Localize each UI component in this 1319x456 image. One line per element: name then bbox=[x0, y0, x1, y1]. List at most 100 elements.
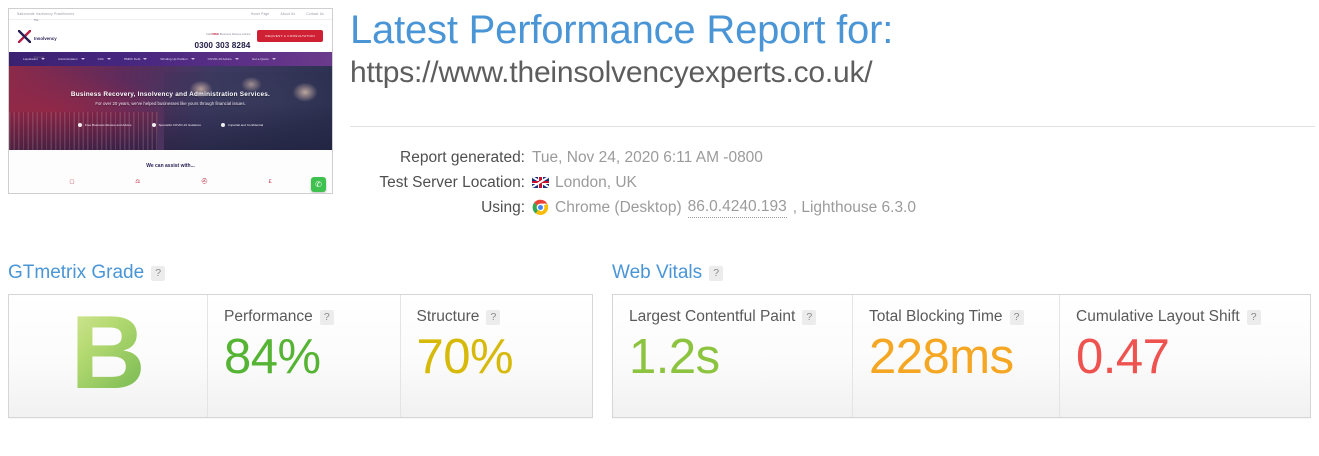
phone-number: 0300 303 8284 bbox=[194, 40, 251, 50]
chevron-down-icon bbox=[80, 58, 85, 60]
cell-label: Structure bbox=[416, 308, 480, 325]
lcp-label-row: Largest Contentful Paint ? bbox=[629, 308, 836, 326]
meta-value-text: London, UK bbox=[555, 173, 637, 191]
tbt-label-row: Total Blocking Time ? bbox=[869, 308, 1043, 326]
meta-row-server-location: Test Server Location: London, UK bbox=[350, 170, 916, 195]
phone-sub-free: FREE bbox=[211, 32, 219, 37]
lcp-value: 1.2s bbox=[629, 330, 720, 384]
tbt-value: 228ms bbox=[869, 330, 1014, 384]
thumbnail-nav-item: Winding Up Petition bbox=[160, 57, 195, 61]
cls-value: 0.47 bbox=[1076, 330, 1170, 384]
meta-value: Chrome (Desktop) 86.0.4240.193 , Lighthous… bbox=[532, 198, 916, 218]
cell-label: Total Blocking Time bbox=[869, 308, 1003, 325]
web-vitals-title: Web Vitals ? bbox=[612, 262, 1311, 284]
assist-heading: We can assist with... bbox=[146, 163, 195, 169]
nav-label: HMRC Debt bbox=[123, 57, 141, 61]
hero-bullet: Specialist COVID-19 Guidance bbox=[151, 123, 202, 127]
thumbnail-hero: Business Recovery, Insolvency and Admini… bbox=[9, 66, 332, 150]
gtmetrix-grade-panel-wrap: B Performance ? 84% Structure ? 70% bbox=[8, 294, 593, 418]
thumbnail-header-right: Call FREE Business Rescue Advice 0300 30… bbox=[194, 21, 323, 50]
performance-value: 84% bbox=[224, 330, 321, 384]
assist-item-icon: £ bbox=[268, 179, 272, 185]
thumbnail-nav-item: Administration bbox=[58, 57, 85, 61]
header-divider bbox=[350, 126, 1315, 127]
chevron-down-icon bbox=[143, 58, 148, 60]
hero-subheading: For over 20 years, we've helped business… bbox=[95, 101, 246, 106]
thumbnail-topnav-item: About Us bbox=[280, 12, 296, 16]
meta-value-text: Tue, Nov 24, 2020 6:11 AM -0800 bbox=[532, 148, 763, 166]
gtmetrix-grade-title: GTmetrix Grade ? bbox=[8, 262, 593, 284]
help-icon[interactable]: ? bbox=[1246, 309, 1261, 325]
help-icon[interactable]: ? bbox=[151, 265, 166, 281]
uk-flag-icon bbox=[532, 177, 549, 188]
hero-bullet: Free Business Review and Advice bbox=[77, 123, 132, 127]
chevron-down-icon bbox=[106, 58, 111, 60]
nav-label: Get a Quote bbox=[251, 57, 269, 61]
thumbnail-topnav: Home Page About Us Contact Us bbox=[251, 12, 324, 16]
thumbnail-nav-item: CVA bbox=[98, 57, 111, 61]
meta-label: Test Server Location: bbox=[379, 173, 525, 191]
nav-label: CVA bbox=[97, 57, 104, 61]
cls-label-row: Cumulative Layout Shift ? bbox=[1076, 308, 1294, 326]
logo-line-1: The bbox=[34, 19, 39, 23]
performance-cell: Performance ? 84% bbox=[207, 295, 400, 417]
help-icon[interactable]: ? bbox=[709, 265, 724, 281]
performance-label-row: Performance ? bbox=[224, 308, 384, 326]
thumbnail-assist-section: We can assist with... ▢ ⚖ ⛑ £ ✆ bbox=[9, 150, 332, 193]
hero-background-people bbox=[164, 72, 332, 150]
whatsapp-phone-icon: ✆ bbox=[311, 177, 326, 192]
cell-label: Performance bbox=[224, 308, 313, 325]
nav-label: Winding Up Petition bbox=[160, 57, 188, 61]
logo-line-3: Experts bbox=[34, 55, 45, 60]
phone-sub-post: Business Rescue Advice bbox=[219, 32, 251, 37]
bullet-dot-icon bbox=[221, 123, 226, 127]
thumbnail-topnav-item: Contact Us bbox=[306, 12, 324, 16]
meta-label: Using: bbox=[481, 198, 525, 216]
help-icon[interactable]: ? bbox=[486, 309, 501, 325]
thumbnail-topbar: Nationwide Insolvency Practitioners Home… bbox=[9, 9, 332, 20]
thumbnail-navbar: Liquidation Administration CVA HMRC Debt… bbox=[9, 52, 332, 66]
thumbnail-nav-item: Get a Quote bbox=[252, 57, 276, 61]
help-icon[interactable]: ? bbox=[319, 309, 334, 325]
meta-value: Tue, Nov 24, 2020 6:11 AM -0800 bbox=[532, 149, 763, 167]
assist-item-icon: ⛑ bbox=[200, 179, 208, 185]
help-icon[interactable]: ? bbox=[1009, 309, 1024, 325]
thumbnail-nav-item: Liquidation bbox=[23, 57, 45, 61]
bullet-label: Specialist COVID-19 Guidance bbox=[158, 123, 202, 127]
logo-mark-icon bbox=[18, 29, 31, 43]
lcp-cell: Largest Contentful Paint ? 1.2s bbox=[613, 295, 852, 417]
help-icon[interactable]: ? bbox=[802, 309, 817, 325]
logo-wordmark: The Insolvency Experts bbox=[34, 9, 57, 64]
hero-background-fence bbox=[9, 112, 158, 150]
structure-label-row: Structure ? bbox=[417, 308, 577, 326]
cell-label: Largest Contentful Paint bbox=[629, 308, 796, 325]
phone-sub-pre: Call bbox=[205, 32, 212, 37]
report-url[interactable]: https://www.theinsolvencyexperts.co.uk/ bbox=[350, 55, 873, 89]
gtmetrix-grade-section: GTmetrix Grade ? B Performance ? 84% Str… bbox=[8, 262, 593, 418]
hero-heading: Business Recovery, Insolvency and Admini… bbox=[70, 91, 271, 98]
thumbnail-header: The Insolvency Experts Call FREE Busines… bbox=[9, 19, 332, 59]
thumbnail-phone-block: Call FREE Business Rescue Advice 0300 30… bbox=[194, 21, 250, 50]
browser-version-link[interactable]: 86.0.4240.193 bbox=[687, 198, 787, 218]
logo-line-2: Insolvency bbox=[34, 35, 57, 41]
website-thumbnail[interactable]: Nationwide Insolvency Practitioners Home… bbox=[8, 8, 333, 194]
structure-cell: Structure ? 70% bbox=[399, 295, 593, 417]
assist-item-icon: ▢ bbox=[69, 179, 75, 185]
hero-bullet-list: Free Business Review and Advice Speciali… bbox=[9, 123, 332, 127]
chevron-down-icon bbox=[190, 58, 195, 60]
meta-label: Report generated: bbox=[400, 148, 525, 166]
hero-text-block: Business Recovery, Insolvency and Admini… bbox=[9, 91, 332, 106]
meta-value: London, UK bbox=[532, 174, 637, 192]
structure-value: 70% bbox=[416, 330, 514, 384]
bullet-dot-icon bbox=[151, 123, 156, 127]
web-vitals-panel-wrap: Largest Contentful Paint ? 1.2s Total Bl… bbox=[612, 294, 1311, 418]
overall-grade-cell: B bbox=[9, 295, 207, 417]
chevron-down-icon bbox=[40, 58, 45, 60]
thumbnail-cta-button: REQUEST A CONSULTATION bbox=[257, 30, 323, 42]
gtmetrix-grade-panel: B Performance ? 84% Structure ? 70% bbox=[8, 294, 593, 418]
nav-label: COVID-19 Advice bbox=[207, 57, 232, 61]
overall-grade-value: B bbox=[70, 295, 146, 411]
tbt-cell: Total Blocking Time ? 228ms bbox=[852, 295, 1059, 417]
bullet-dot-icon bbox=[77, 123, 82, 127]
